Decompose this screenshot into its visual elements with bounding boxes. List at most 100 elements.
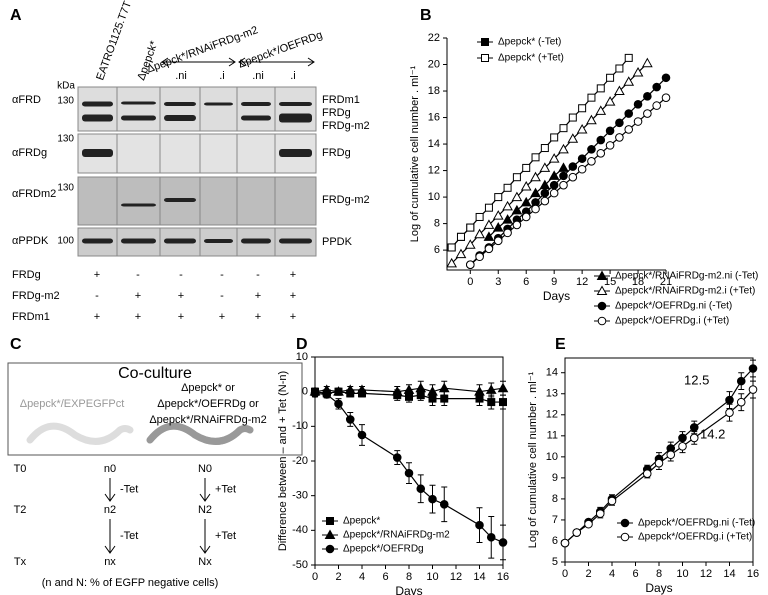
marker [614,85,625,96]
marker [392,453,402,462]
series-line [469,77,667,266]
marker [689,433,699,443]
kda-value: 130 [57,183,74,194]
y-axis-label: Log of cumulative cell number . ml⁻¹ [409,65,421,242]
series-line [469,97,667,266]
genotype-mark: + [94,269,100,281]
band-label: FRDg-m2 [322,120,370,132]
y-tick-label: 6 [552,535,558,547]
marker [689,423,699,432]
marker [486,532,496,542]
x-tick-label: 8 [656,568,662,580]
marker [748,385,758,394]
y-tick-label: 12 [546,409,558,421]
marker [474,386,485,396]
x-tick-label: 10 [426,571,438,583]
kda-label: kDa [57,81,75,92]
blot-band [204,239,233,243]
left-value: n2 [104,504,116,516]
lane-label: .ni [252,70,264,82]
kda-value: 100 [57,236,74,247]
marker [576,123,588,134]
marker [577,164,587,174]
marker [643,109,652,118]
marker [615,133,624,142]
worm-right [146,422,254,445]
marker [447,243,456,252]
arrow [199,478,211,502]
blot-band [82,149,113,157]
y-axis-label: Log of cumulative cell number . ml⁻¹ [527,371,539,548]
treatment: -Tet [120,483,138,495]
marker [578,104,587,113]
x-tick-label: 6 [632,568,638,580]
genotype-mark: - [256,269,260,281]
band-label: FRDg [322,107,351,119]
marker [530,171,541,182]
arrow [104,519,116,554]
marker [438,382,450,393]
marker [652,101,661,110]
legend-marker [596,270,608,280]
coculture-box [7,362,303,456]
annotation: 14.2 [700,426,725,441]
marker [558,162,569,172]
genotype-mark: + [178,311,184,323]
legend-marker [481,38,489,46]
legend-marker [596,285,608,295]
column-header: EATRO1125.T7T [94,0,134,82]
marker [568,113,577,122]
genotype-label: FRDg-m2 [12,290,60,302]
y-tick-label: 14 [428,138,440,150]
y-tick-label: 12 [428,164,440,176]
left-strain: Δpepck*/EXPEGFPct [20,398,125,410]
y-tick-label: 5 [552,556,558,568]
y-tick-label: 10 [546,451,558,463]
x-tick-label: 12 [450,571,462,583]
treatment: -Tet [120,530,138,542]
blot-row [77,86,317,132]
y-tick-label: 7 [552,514,558,526]
genotype-mark: + [135,290,141,302]
marker [652,82,661,92]
marker [587,145,596,154]
marker [661,73,671,83]
y-tick-label: 16 [428,111,440,123]
y-tick-label: 8 [552,493,558,505]
marker [548,153,560,163]
y-tick-label: 6 [434,244,440,256]
coculture-note: (n and N: % of EGFP negative cells) [42,577,219,589]
group-arrow [238,57,315,67]
legend-entry: Δpepck* [343,516,380,527]
marker [596,149,606,158]
marker [572,528,582,537]
marker [596,84,605,93]
left-value: nx [104,556,116,568]
marker [654,458,664,468]
marker [483,231,495,241]
marker [439,500,449,509]
x-tick-label: 8 [406,571,412,583]
marker [494,193,503,202]
marker [499,398,507,407]
marker [492,222,504,232]
marker [559,124,568,133]
marker [736,397,746,407]
marker [522,163,531,172]
x-tick-label: 18 [632,276,644,288]
y-tick-label: 10 [296,351,308,363]
group-arrow [161,57,236,67]
legend-entry: Δpepck*/OEFRDg.ni (-Tet) [615,301,732,312]
right-strain: Δpepck*/RNAiFRDg-m2 [149,414,266,426]
marker [484,244,494,254]
marker [643,92,652,101]
y-tick-label: 10 [428,191,440,203]
blot-row [77,133,317,174]
time-label: T2 [14,504,27,516]
x-axis-label: Days [543,289,570,303]
x-tick-label: 0 [562,568,568,580]
marker [567,133,579,143]
genotype-mark: - [179,269,183,281]
marker [520,180,532,191]
marker [512,220,522,230]
